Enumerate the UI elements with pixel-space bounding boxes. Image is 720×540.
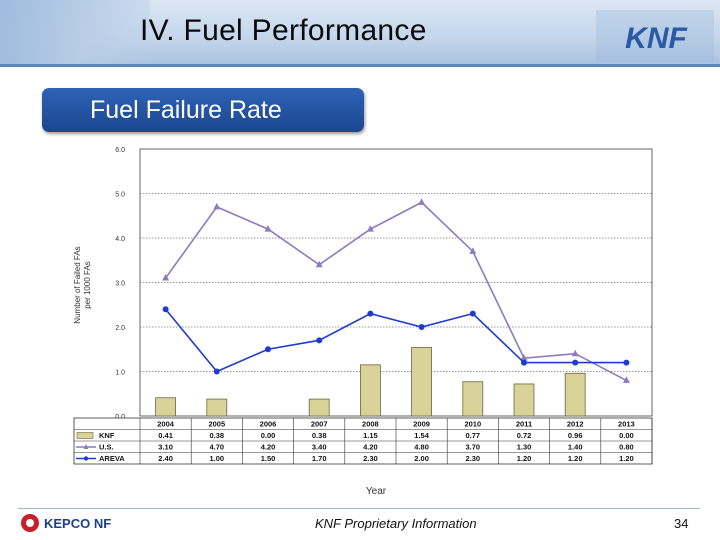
header-divider (0, 64, 720, 67)
point-areva-2010 (469, 310, 476, 317)
page-title: IV. Fuel Performance (140, 14, 427, 47)
point-areva-2008 (367, 310, 374, 317)
point-us-2010 (469, 247, 477, 254)
data-label: 2.00 (414, 454, 429, 463)
point-areva-2007 (316, 337, 323, 344)
data-label: 1.20 (568, 454, 583, 463)
x-tick-label: 2013 (618, 420, 635, 429)
data-label: 1.15 (363, 431, 378, 440)
x-tick-label: 2005 (208, 420, 225, 429)
x-axis-label: Year (366, 486, 387, 497)
data-label: 0.72 (517, 431, 532, 440)
knf-logo: KNF (596, 10, 714, 62)
y-tick-label: 1.0 (115, 370, 125, 377)
header-bar (0, 0, 720, 67)
bar-knf-2011 (513, 383, 535, 417)
point-areva-2005 (213, 368, 220, 375)
y-tick-label: 3.0 (115, 281, 125, 288)
point-areva-2011 (521, 359, 527, 366)
x-tick-label: 2012 (567, 420, 584, 429)
data-label: 1.40 (568, 443, 583, 452)
x-tick-label: 2004 (157, 420, 175, 429)
data-label: 0.96 (568, 431, 583, 440)
page-number: 34 (674, 516, 689, 531)
point-us-2012 (571, 349, 579, 357)
y-tick-label: 4.0 (115, 236, 125, 243)
kepco-logo-text: KEPCO NF (44, 516, 111, 531)
point-us-2013 (622, 376, 630, 383)
data-label: 4.20 (261, 443, 276, 452)
data-label: 0.38 (312, 431, 327, 440)
section-subtitle: Fuel Failure Rate (42, 88, 364, 132)
data-label: 2.40 (158, 454, 173, 463)
bar-knf-2004 (155, 397, 177, 417)
data-label: 1.50 (261, 454, 276, 463)
data-label: 0.41 (158, 431, 173, 440)
data-label: 1.54 (414, 431, 429, 440)
y-axis-label-line-2: per 1000 FAs (83, 261, 92, 309)
footer-proprietary-text: KNF Proprietary Information (315, 516, 477, 531)
bar-knf-2008 (359, 364, 381, 417)
point-us-2006 (264, 225, 272, 232)
bar-knf-2009 (411, 347, 433, 417)
data-label: 4.70 (209, 443, 224, 452)
footer-divider (18, 508, 700, 509)
point-us-2007 (315, 260, 323, 268)
bar-knf-2012 (564, 372, 586, 417)
bar-knf-2005 (206, 398, 228, 417)
data-label: 0.00 (261, 431, 276, 440)
legend-label: KNF (99, 431, 115, 440)
x-tick-label: 2010 (464, 420, 481, 429)
data-label: 1.20 (517, 454, 532, 463)
bar-knf-2010 (462, 381, 484, 417)
data-label: 4.80 (414, 443, 429, 452)
line-areva (164, 308, 627, 373)
x-tick-label: 2009 (413, 420, 430, 429)
data-label: 3.70 (465, 443, 480, 452)
legend-label: AREVA (99, 454, 125, 463)
legend-label: U.S. (99, 443, 114, 452)
kepco-nf-logo: KEPCO NF (21, 514, 111, 532)
data-label: 2.30 (363, 454, 378, 463)
point-areva-2004 (162, 306, 169, 313)
point-areva-2013 (623, 359, 630, 366)
data-label: 0.77 (465, 431, 480, 440)
data-label: 1.00 (209, 454, 224, 463)
point-areva-2012 (572, 359, 579, 366)
data-label: 1.30 (517, 443, 532, 452)
data-label: 1.20 (619, 454, 634, 463)
data-label: 3.10 (158, 443, 173, 452)
point-areva-2006 (265, 346, 271, 353)
line-us (164, 201, 627, 382)
x-tick-label: 2008 (362, 420, 379, 429)
data-label: 0.80 (619, 443, 634, 452)
data-label: 0.38 (209, 431, 224, 440)
point-us-2009 (418, 198, 426, 205)
data-label: 3.40 (312, 443, 327, 452)
y-axis-label-line-1: Number of Failed FAs (73, 246, 82, 323)
x-tick-label: 2006 (260, 420, 277, 429)
y-tick-label: 2.0 (115, 325, 125, 332)
x-tick-label: 2007 (311, 420, 328, 429)
bar-knf-2007 (308, 398, 330, 417)
data-label: 4.20 (363, 443, 378, 452)
y-tick-label: 6.0 (115, 147, 125, 154)
data-label: 0.00 (619, 431, 634, 440)
data-label: 1.70 (312, 454, 327, 463)
knf-logo-text: KNF (625, 22, 687, 55)
legend-swatch-knf (76, 432, 94, 439)
point-us-2005 (213, 202, 221, 210)
world-map-decoration (0, 0, 150, 66)
x-tick-label: 2011 (516, 420, 532, 429)
data-label: 2.30 (465, 454, 480, 463)
point-us-2011 (520, 354, 528, 361)
point-areva-2009 (418, 324, 425, 330)
y-tick-label: 5.0 (115, 192, 125, 199)
point-us-2008 (366, 225, 374, 232)
point-us-2004 (162, 274, 170, 281)
y-tick-label: 0.0 (115, 414, 125, 421)
